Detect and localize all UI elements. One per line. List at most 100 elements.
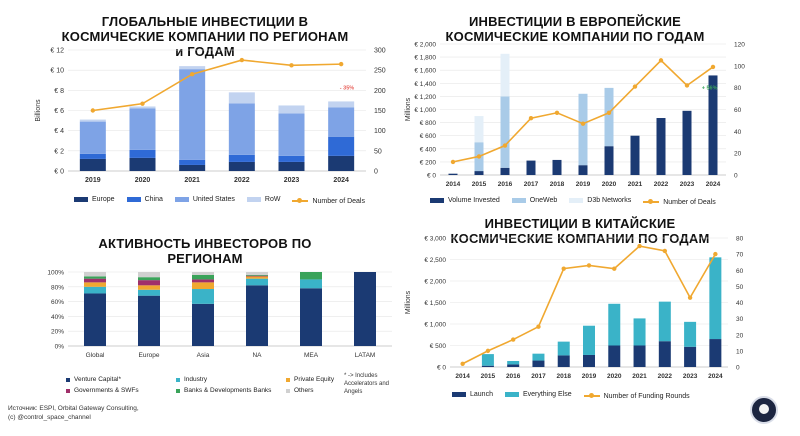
bar-oneweb <box>578 93 588 166</box>
line-point <box>713 251 718 257</box>
bar-volume-invested <box>474 171 484 175</box>
legend-label: United States <box>192 196 235 203</box>
activity-legend: Venture Capital* Industry Private Equity Go… <box>66 376 396 398</box>
bar-oneweb <box>500 96 510 168</box>
x-tick-label: 2021 <box>184 177 200 184</box>
x-tick-label: Europe <box>139 352 160 359</box>
change-annotation: + 56% <box>702 85 718 91</box>
line-point <box>289 63 294 68</box>
bar-everything-else <box>481 354 494 366</box>
bar-others <box>246 272 268 275</box>
europe-chart-title: ИНВЕСТИЦИИ В ЕВРОПЕЙСКИЕ КОСМИЧЕСКИЕ КОМ… <box>445 14 705 44</box>
y-tick-label: € 1,000 <box>414 107 436 114</box>
x-tick-label: 2023 <box>683 373 698 380</box>
bar-volume-invested <box>448 173 458 175</box>
y2-tick-label: 100 <box>374 128 386 135</box>
line-point <box>612 266 617 271</box>
line-point <box>687 295 693 300</box>
bar-private-equity <box>84 282 106 287</box>
line-point <box>502 143 508 148</box>
legend-label: Europe <box>92 196 115 203</box>
bar-industry <box>300 279 322 289</box>
legend-line-swatch <box>583 393 600 398</box>
bar-china <box>129 149 156 158</box>
bar-industry <box>246 278 268 286</box>
europe-investment-chart: € 0 € 200 € 400 € 600 € 800 € 1,000 € 1,200 € 1… <box>405 42 745 189</box>
legend-swatch <box>126 197 141 202</box>
x-tick-label: 2021 <box>628 181 643 188</box>
legend-label: Venture Capital* <box>74 376 121 383</box>
y-tick-label: € 2,000 <box>414 42 436 49</box>
bar-banks-developments-banks <box>300 272 322 280</box>
bar-everything-else <box>709 257 722 340</box>
x-tick-label: 2018 <box>556 373 571 380</box>
bar-china <box>278 155 305 162</box>
line-point <box>561 266 566 271</box>
line-point <box>338 61 344 67</box>
bar-industry <box>138 289 160 296</box>
y-tick-label: € 0 <box>427 173 436 180</box>
legend-swatch <box>504 392 519 397</box>
y-tick-label: 20% <box>51 329 64 336</box>
y-tick-label: € 0 <box>437 365 446 372</box>
x-tick-label: 2018 <box>550 181 565 188</box>
bar-banks-developments-banks <box>192 274 214 280</box>
x-tick-label: 2017 <box>524 181 539 188</box>
y-tick-label: € 400 <box>420 146 437 153</box>
y-axis-label: Billions <box>35 99 42 122</box>
y-tick-label: € 2,500 <box>424 257 446 264</box>
legend-label: RoW <box>264 196 281 203</box>
y-tick-label: 80% <box>51 284 64 291</box>
y2-tick-label: 20 <box>736 332 744 339</box>
global-investment-chart: € 0 € 2 € 4 € 6 € 8 € 10 € 12 Billions 0 50 100 150… <box>35 48 386 185</box>
bar-volume-invested <box>682 110 692 175</box>
bar-united-states <box>79 121 106 154</box>
bar-venture-capital- <box>138 295 160 346</box>
x-tick-label: 2023 <box>680 181 695 188</box>
y-tick-label: 60% <box>51 299 64 306</box>
bar-china <box>228 154 255 162</box>
y2-tick-label: 200 <box>374 88 386 95</box>
legend-item: Launch <box>452 391 493 398</box>
source-line-1: Источник: ESPI, Orbital Gateway Consulti… <box>8 405 139 412</box>
bar-venture-capital- <box>300 288 322 346</box>
bar-volume-invested <box>630 135 640 175</box>
bar-volume-invested <box>552 159 562 175</box>
activity-footnote: * -> Includes Accelerators and Angels <box>344 373 390 395</box>
y2-tick-label: 0 <box>736 365 740 372</box>
bar-others <box>138 272 160 278</box>
x-tick-label: 2022 <box>658 373 673 380</box>
bar-private-equity <box>246 276 268 279</box>
bar-united-states <box>179 69 206 160</box>
bar-row <box>278 105 305 114</box>
x-tick-label: 2023 <box>284 177 300 184</box>
bar-china <box>328 136 355 156</box>
x-tick-label: 2015 <box>472 181 487 188</box>
bar-row <box>79 119 106 122</box>
legend-label: Everything Else <box>522 391 572 398</box>
y2-tick-label: 60 <box>736 268 744 275</box>
bar-industry <box>84 286 106 294</box>
bar-others <box>84 272 106 277</box>
legend-item: United States <box>174 196 235 203</box>
bar-launch <box>583 354 595 367</box>
legend-swatch <box>66 388 70 393</box>
line-point <box>239 57 245 63</box>
legend-swatch <box>176 388 180 393</box>
legend-swatch <box>246 197 261 202</box>
x-tick-label: 2021 <box>632 373 647 380</box>
legend-label: Industry <box>184 376 208 383</box>
bar-row <box>328 101 355 108</box>
bar-launch <box>481 365 494 367</box>
y2-tick-label: 70 <box>736 252 744 259</box>
x-tick-label: Asia <box>197 352 210 359</box>
legend-swatch <box>176 377 180 382</box>
legend-label: D3b Networks <box>587 197 632 204</box>
global-legend: Europe China United States RoW Number of Dea… <box>74 196 377 205</box>
x-tick-label: 2017 <box>531 373 546 380</box>
legend-swatch <box>286 388 290 393</box>
europe-legend: Volume Invested OneWeb D3b Networks Number … <box>430 197 728 206</box>
y2-tick-label: 20 <box>734 151 742 158</box>
legend-swatch <box>66 377 70 382</box>
bar-europe <box>79 158 106 171</box>
